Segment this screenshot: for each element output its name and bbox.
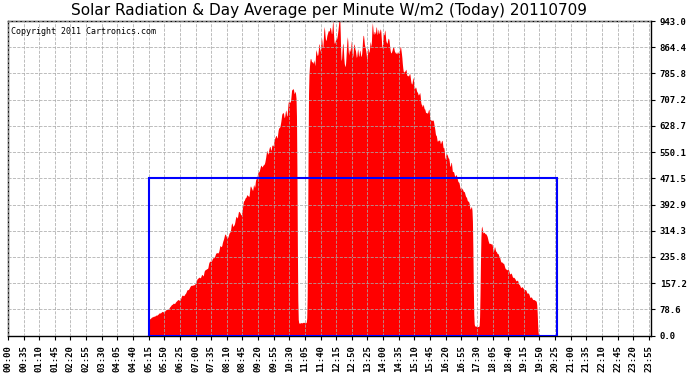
Title: Solar Radiation & Day Average per Minute W/m2 (Today) 20110709: Solar Radiation & Day Average per Minute…: [71, 3, 587, 18]
Bar: [148, 178, 558, 336]
Text: Copyright 2011 Cartronics.com: Copyright 2011 Cartronics.com: [11, 27, 156, 36]
